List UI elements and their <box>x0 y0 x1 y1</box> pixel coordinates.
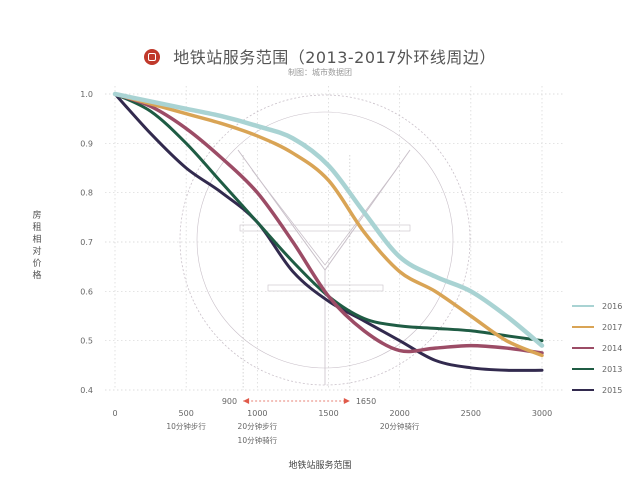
range-arrow-left <box>243 398 250 404</box>
y-tick-label: 0.7 <box>80 238 93 247</box>
watermark-bar <box>239 224 411 232</box>
x-tick-label: 2500 <box>461 409 481 418</box>
legend-label-2013: 2013 <box>602 365 622 374</box>
x-annotations: 10分钟步行 20分钟步行 10分钟骑行 20分钟骑行 900 1650 <box>166 155 420 445</box>
legend-label-2015: 2015 <box>602 386 622 395</box>
range-to-label: 1650 <box>356 397 376 406</box>
chart-title-row: 地铁站服务范围（2013-2017外环线周边） <box>0 44 640 68</box>
x-tick-label: 1500 <box>318 409 338 418</box>
source-label: 制图： <box>288 68 312 77</box>
y-tick-label: 0.5 <box>80 337 93 346</box>
y-tick-label: 0.6 <box>80 287 93 296</box>
x-tick-label: 0 <box>112 409 117 418</box>
y-tick-label: 0.4 <box>80 386 93 395</box>
series-line-2015 <box>113 92 544 372</box>
x-tick-label: 500 <box>179 409 194 418</box>
x-tick-label: 2000 <box>389 409 409 418</box>
x-annotation-label: 20分钟步行 <box>238 421 278 431</box>
red-circle-emblem-icon <box>144 49 161 65</box>
x-annotation-label: 10分钟骑行 <box>238 435 278 445</box>
series-lines <box>112 91 545 372</box>
y-tick-label: 0.8 <box>80 189 93 198</box>
series-line-2016 <box>112 91 545 348</box>
x-axis-label: 地铁站服务范围 <box>288 461 352 471</box>
metro-logo-watermark-icon <box>179 94 471 386</box>
x-annotation-label: 10分钟步行 <box>166 421 206 431</box>
x-tick-label: 1000 <box>247 409 267 418</box>
source-name: 城市数据团 <box>312 68 352 77</box>
chart-title: 地铁站服务范围（2013-2017外环线周边） <box>173 48 496 67</box>
legend-label-2017: 2017 <box>602 323 622 332</box>
y-axis-label: 房租相对价格 <box>32 211 42 281</box>
legend-label-2016: 2016 <box>602 302 622 311</box>
range-arrow-right <box>343 398 350 404</box>
chart-subtitle: 制图：城市数据团 <box>0 67 640 78</box>
axis-ticks: 0.4 0.5 0.6 0.7 0.8 0.9 1.0 0 500 1000 1500 2000 250… <box>80 90 552 418</box>
legend-label-2014: 2014 <box>602 344 622 353</box>
range-from-label: 900 <box>222 397 237 406</box>
y-tick-label: 1.0 <box>80 90 93 99</box>
watermark-y-inner <box>251 169 397 266</box>
series-line-2014 <box>113 92 544 355</box>
x-tick-label: 3000 <box>532 409 552 418</box>
grid-lines <box>105 86 565 391</box>
legend: 2016 2017 2014 2013 2015 <box>572 302 622 395</box>
series-line-2017 <box>113 92 544 358</box>
x-annotation-label: 20分钟骑行 <box>380 421 420 431</box>
y-tick-label: 0.9 <box>80 139 93 148</box>
watermark-y-shape <box>237 149 411 271</box>
watermark-ring <box>179 94 471 386</box>
